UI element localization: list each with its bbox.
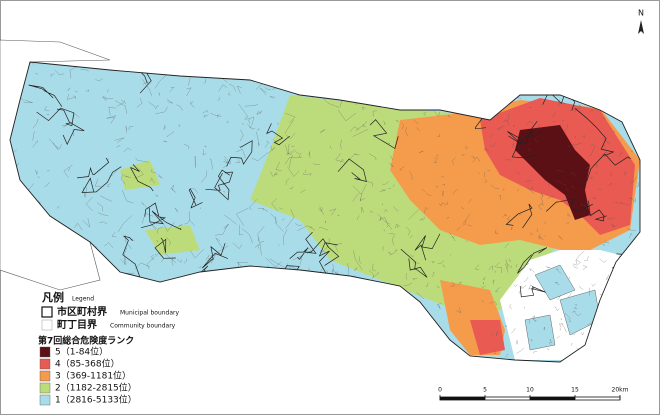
scale-bar: 0 5 10 15 20km bbox=[438, 387, 629, 401]
prefecture-outline bbox=[9, 61, 641, 363]
scale-label: 0 bbox=[438, 387, 442, 394]
rank-5-area bbox=[515, 125, 590, 220]
north-label: N bbox=[638, 9, 644, 18]
legend-title: 凡例 bbox=[42, 290, 64, 304]
scale-label: 15 bbox=[571, 387, 579, 394]
legend-label: 町丁目界 bbox=[57, 319, 97, 331]
rank-swatch bbox=[39, 370, 51, 382]
rank-2-area bbox=[120, 160, 200, 255]
scale-segment bbox=[440, 397, 485, 400]
rank-legend-title: 第7回総合危険度ランク bbox=[38, 335, 134, 347]
municipal-swatch bbox=[41, 306, 53, 318]
rank-label: 5（1-84位） bbox=[55, 346, 108, 358]
rank-label: 4（85-368位） bbox=[55, 358, 120, 370]
scale-label: 10 bbox=[526, 387, 534, 394]
legend: 凡例 Legend 市区町村界 Municipal boundary 町丁目界 … bbox=[38, 290, 180, 406]
rank-swatch bbox=[39, 382, 51, 394]
legend-english: Municipal boundary bbox=[120, 310, 180, 317]
rank-swatch bbox=[39, 358, 51, 370]
community-swatch bbox=[41, 319, 53, 331]
scale-label: 20km bbox=[612, 387, 629, 394]
legend-english: Community boundary bbox=[110, 323, 176, 330]
rank-swatch bbox=[39, 394, 51, 406]
north-arrow: N bbox=[638, 9, 644, 34]
scale-label: 5 bbox=[483, 387, 487, 394]
rank-label: 2（1182-2815位） bbox=[55, 382, 137, 394]
rank-4-area bbox=[470, 320, 505, 355]
scale-segment bbox=[530, 397, 575, 400]
legend-subtitle: Legend bbox=[72, 296, 94, 303]
north-arrow-head bbox=[638, 20, 644, 34]
legend-label: 市区町村界 bbox=[57, 305, 107, 318]
rank-label: 3（369-1181位） bbox=[55, 370, 131, 382]
rank-label: 1（2816-5133位） bbox=[55, 394, 137, 406]
rank-swatch bbox=[39, 346, 51, 358]
